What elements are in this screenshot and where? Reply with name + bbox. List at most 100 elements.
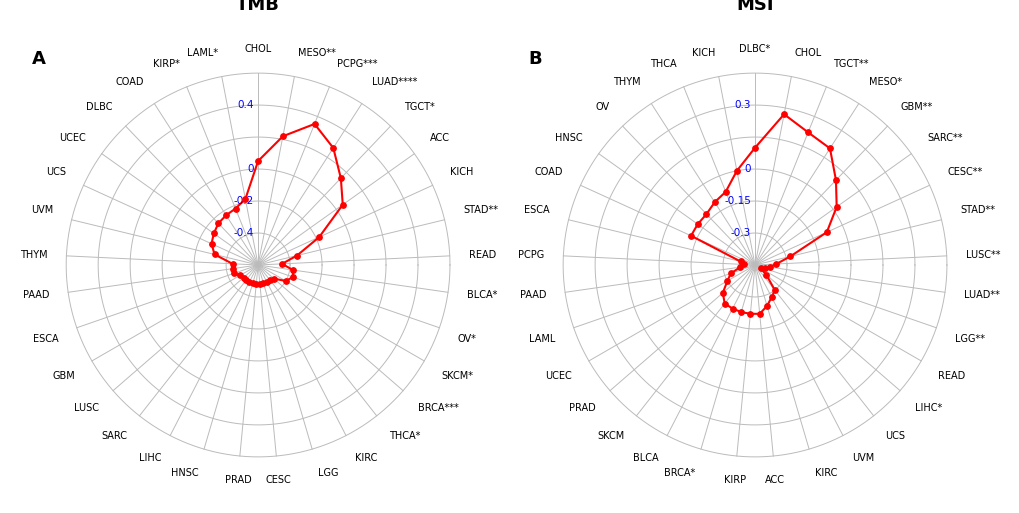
Text: -0.4: -0.4 — [233, 228, 254, 238]
Point — [723, 305, 740, 313]
Point — [325, 144, 341, 152]
Point — [756, 264, 772, 272]
Text: CHOL: CHOL — [794, 48, 821, 58]
Text: UCS: UCS — [884, 431, 905, 441]
Text: ACC: ACC — [430, 132, 449, 143]
Point — [827, 176, 844, 184]
Point — [775, 110, 792, 119]
Point — [240, 278, 257, 286]
Text: SKCM: SKCM — [597, 431, 624, 441]
Text: PAAD: PAAD — [22, 290, 49, 300]
Text: HNSC: HNSC — [555, 132, 583, 143]
Text: PRAD: PRAD — [569, 403, 595, 413]
Point — [284, 266, 301, 274]
Text: ESCA: ESCA — [33, 334, 58, 344]
Text: KIRP: KIRP — [723, 475, 745, 485]
Point — [689, 220, 705, 228]
Point — [751, 310, 767, 318]
Point — [716, 300, 733, 308]
Text: UVM: UVM — [31, 205, 53, 215]
Point — [274, 260, 290, 268]
Point — [210, 219, 226, 227]
Text: -0.15: -0.15 — [723, 196, 750, 206]
Text: KICH: KICH — [449, 167, 473, 177]
Point — [821, 144, 838, 152]
Text: MESO**: MESO** — [298, 48, 335, 58]
Point — [757, 271, 773, 279]
Text: THYM: THYM — [612, 77, 640, 87]
Point — [224, 260, 240, 268]
Point — [218, 211, 234, 220]
Point — [706, 198, 722, 206]
Text: UVM: UVM — [851, 452, 873, 463]
Text: SKCM*: SKCM* — [440, 370, 473, 381]
Point — [206, 250, 222, 259]
Point — [255, 279, 271, 287]
Point — [758, 302, 774, 310]
Point — [206, 229, 222, 238]
Point — [245, 279, 261, 287]
Point — [252, 280, 268, 288]
Text: UCS: UCS — [46, 167, 66, 177]
Point — [284, 273, 301, 281]
Point — [203, 240, 219, 248]
Point — [746, 144, 762, 152]
Point — [250, 157, 266, 165]
Text: SARC: SARC — [102, 431, 127, 441]
Text: KICH: KICH — [691, 48, 714, 58]
Point — [722, 269, 739, 278]
Text: THYM: THYM — [19, 250, 47, 260]
Text: LIHC*: LIHC* — [914, 403, 941, 413]
Text: 0: 0 — [248, 164, 254, 174]
Text: KIRP*: KIRP* — [153, 59, 179, 69]
Text: KIRC: KIRC — [355, 452, 377, 463]
Text: BRCA*: BRCA* — [663, 467, 695, 478]
Point — [732, 258, 748, 266]
Point — [782, 252, 798, 261]
Point — [728, 167, 744, 175]
Point — [231, 271, 248, 280]
Text: PCPG***: PCPG*** — [336, 59, 377, 69]
Text: PRAD: PRAD — [224, 475, 251, 485]
Point — [714, 289, 731, 297]
Text: SARC**: SARC** — [926, 132, 962, 143]
Point — [766, 286, 783, 294]
Text: CESC: CESC — [265, 475, 290, 485]
Text: TGCT**: TGCT** — [833, 59, 868, 69]
Title: MSI: MSI — [736, 0, 773, 14]
Text: THCA*: THCA* — [388, 431, 420, 441]
Text: BLCA*: BLCA* — [467, 290, 497, 300]
Point — [237, 276, 254, 284]
Text: 0: 0 — [744, 164, 750, 174]
Text: READ: READ — [469, 250, 495, 260]
Point — [742, 310, 758, 318]
Point — [698, 210, 714, 218]
Point — [237, 195, 254, 203]
Text: COAD: COAD — [534, 167, 562, 177]
Point — [799, 128, 815, 136]
Text: HNSC: HNSC — [171, 467, 199, 478]
Text: ESCA: ESCA — [524, 205, 549, 215]
Text: COAD: COAD — [115, 77, 144, 87]
Title: TMB: TMB — [236, 0, 280, 14]
Text: BLCA: BLCA — [632, 452, 657, 463]
Text: ACC: ACC — [764, 475, 785, 485]
Text: GBM**: GBM** — [900, 102, 932, 112]
Point — [763, 293, 780, 301]
Text: MESO*: MESO* — [868, 77, 902, 87]
Point — [334, 201, 351, 209]
Text: LIHC: LIHC — [139, 452, 161, 463]
Point — [736, 261, 752, 269]
Point — [818, 228, 835, 236]
Point — [752, 264, 768, 272]
Text: KIRC: KIRC — [814, 467, 836, 478]
Point — [224, 265, 240, 273]
Point — [716, 188, 733, 196]
Text: DLBC*: DLBC* — [739, 44, 770, 54]
Text: -0.3: -0.3 — [731, 228, 750, 238]
Point — [235, 273, 252, 282]
Point — [262, 276, 278, 284]
Text: READ: READ — [936, 370, 964, 381]
Text: 0.3: 0.3 — [734, 100, 750, 110]
Text: PCPG: PCPG — [518, 250, 544, 260]
